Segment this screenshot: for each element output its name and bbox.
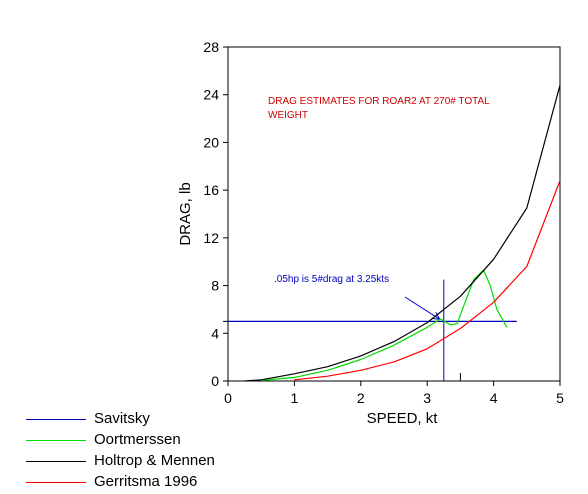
x-tick-label: 2 — [357, 390, 365, 406]
chart-note-line1: DRAG ESTIMATES FOR ROAR2 AT 270# TOTAL — [268, 96, 490, 107]
chart-note-line2: WEIGHT — [268, 110, 308, 121]
y-tick-label: 4 — [211, 325, 219, 341]
x-tick-label: 3 — [423, 390, 431, 406]
y-tick-label: 24 — [203, 87, 219, 103]
legend-label: Gerritsma 1996 — [94, 473, 198, 490]
x-tick-label: 5 — [556, 390, 564, 406]
y-tick-label: 28 — [203, 39, 219, 55]
y-axis-title: DRAG, lb — [177, 182, 194, 245]
y-tick-label: 0 — [211, 373, 219, 389]
reference-lines — [404, 279, 445, 381]
callout-arrow — [404, 296, 441, 320]
x-tick-label: 0 — [224, 390, 232, 406]
series-line-holtrop-mennen — [244, 85, 561, 382]
legend-swatch — [26, 461, 86, 463]
legend-swatch — [26, 419, 86, 421]
y-tick-label: 20 — [203, 134, 219, 150]
y-tick-label: 8 — [211, 278, 219, 294]
legend-swatch — [26, 482, 86, 484]
series-line-gerritsma-1996 — [294, 180, 561, 381]
series-line-oortmerssen — [261, 269, 508, 381]
legend-swatch — [26, 440, 86, 442]
x-tick-label: 1 — [291, 390, 299, 406]
x-axis-title: SPEED, kt — [367, 410, 439, 427]
legend-label: Holtrop & Mennen — [94, 452, 215, 469]
x-tick-label: 4 — [490, 390, 498, 406]
y-tick-label: 12 — [203, 230, 219, 246]
axis-ticks — [223, 46, 561, 386]
plot-frame — [227, 46, 561, 382]
callout-text: .05hp is 5#drag at 3.25kts — [274, 274, 389, 285]
legend-label: Oortmerssen — [94, 431, 181, 448]
y-tick-label: 16 — [203, 182, 219, 198]
legend-label: Savitsky — [94, 410, 150, 427]
series-group — [228, 85, 561, 382]
